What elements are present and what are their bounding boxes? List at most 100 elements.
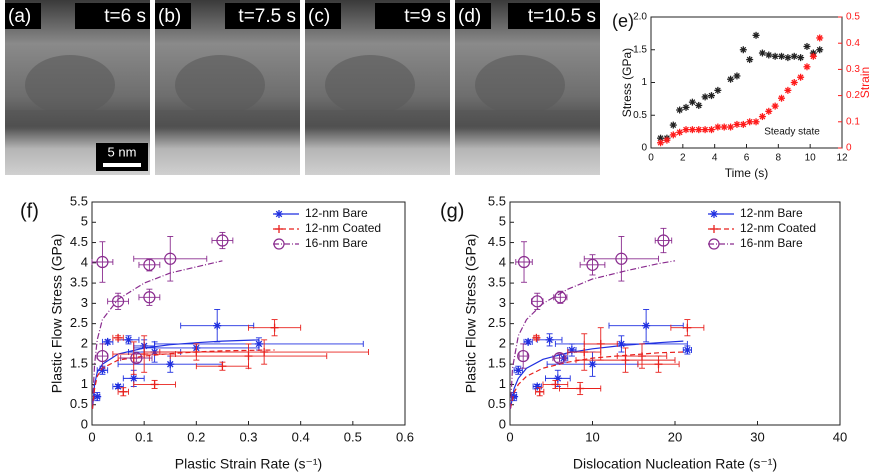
marker-shape <box>533 383 541 390</box>
marker-shape <box>684 346 691 354</box>
y-tick-label: 1 <box>641 77 647 88</box>
marker-shape <box>772 103 779 109</box>
marker-shape <box>740 46 747 53</box>
x-tick-label: 0 <box>506 429 513 444</box>
marker-shape <box>695 126 702 133</box>
marker-shape <box>797 54 804 61</box>
legend-label: 12-nm Coated <box>740 221 816 235</box>
marker-shape <box>797 74 804 81</box>
time-label: t=9 s <box>404 6 446 27</box>
marker <box>707 126 715 134</box>
marker <box>533 382 542 391</box>
marker-shape <box>784 54 791 61</box>
marker-shape <box>778 95 785 102</box>
fit-line <box>509 340 684 409</box>
micrograph-feature <box>175 55 265 115</box>
marker-shape <box>546 336 553 344</box>
marker <box>708 238 720 250</box>
y-tick-label: 5 <box>81 214 88 229</box>
y2-axis-label: Strain <box>858 67 872 98</box>
marker <box>545 335 554 344</box>
marker <box>586 258 599 271</box>
y-tick-label: 4 <box>81 254 88 269</box>
annotation: Steady state <box>764 127 820 138</box>
marker <box>244 352 253 361</box>
marker-shape <box>213 322 221 329</box>
marker-shape <box>275 210 283 218</box>
marker-shape <box>589 360 596 368</box>
marker <box>663 136 671 144</box>
marker <box>260 348 269 357</box>
marker <box>682 126 690 134</box>
scale-bar-label: 5 nm <box>108 144 137 159</box>
marker <box>720 123 728 131</box>
y-tick-label: 0.5 <box>488 396 506 411</box>
marker-shape <box>670 122 677 128</box>
fit-line <box>91 339 259 409</box>
marker <box>809 52 817 60</box>
marker <box>553 352 566 365</box>
marker-shape <box>695 102 702 109</box>
micrograph-band <box>455 110 600 128</box>
marker <box>270 323 279 332</box>
marker <box>275 210 283 218</box>
marker-shape <box>524 338 532 346</box>
marker <box>93 392 102 401</box>
legend-label: 12-nm Coated <box>305 221 381 235</box>
label-bg <box>5 3 41 29</box>
x-tick-label: 6 <box>744 153 750 164</box>
marker <box>803 63 811 71</box>
y-axis-label: Plastic Flow Stress (GPa) <box>463 234 479 393</box>
marker <box>752 31 760 39</box>
y-tick-label: 3 <box>81 295 88 310</box>
marker-shape <box>642 322 650 329</box>
x-tick-label: 4 <box>712 153 718 164</box>
scale-bar <box>103 163 141 167</box>
marker-shape <box>714 87 721 94</box>
marker <box>688 126 696 134</box>
marker <box>638 352 646 361</box>
fit-line <box>91 260 223 405</box>
marker <box>816 46 824 54</box>
marker <box>617 339 626 348</box>
legend-entry: 12-nm Coated <box>708 221 816 235</box>
panel-label: (d) <box>458 6 481 27</box>
marker <box>695 126 703 134</box>
x-tick-label: 40 <box>833 429 847 444</box>
marker <box>218 362 227 371</box>
marker-shape <box>216 234 229 247</box>
y-tick-label: 2 <box>499 335 506 350</box>
marker <box>621 356 630 365</box>
y-tick-label: 1.5 <box>633 44 647 55</box>
marker <box>129 374 138 383</box>
marker <box>143 291 156 304</box>
panel-label: (f) <box>20 200 39 222</box>
marker <box>150 380 159 389</box>
x-tick-label: 0 <box>88 429 95 444</box>
marker-shape <box>111 295 125 308</box>
marker <box>727 123 735 131</box>
label-bg <box>375 3 450 29</box>
y-tick-label: 2.5 <box>488 315 506 330</box>
marker-shape <box>804 43 810 50</box>
marker <box>114 382 123 391</box>
y-tick-label: 3.5 <box>70 275 88 290</box>
marker <box>714 123 722 131</box>
marker-shape <box>586 258 599 271</box>
marker <box>790 79 798 86</box>
marker-shape <box>164 252 177 265</box>
marker <box>695 101 703 109</box>
marker-shape <box>784 87 791 94</box>
marker <box>596 339 605 348</box>
marker <box>746 118 754 126</box>
y2-tick-label: 0 <box>846 143 852 154</box>
y2-tick-label: 0.5 <box>846 12 860 23</box>
panel-label: (e) <box>612 11 634 31</box>
y2-tick-label: 0.3 <box>846 64 860 75</box>
legend-entry: 16-nm Bare <box>708 236 803 250</box>
marker-shape <box>664 137 670 144</box>
y-tick-label: 5.5 <box>488 193 506 208</box>
marker <box>683 345 692 354</box>
marker-shape <box>727 124 734 130</box>
